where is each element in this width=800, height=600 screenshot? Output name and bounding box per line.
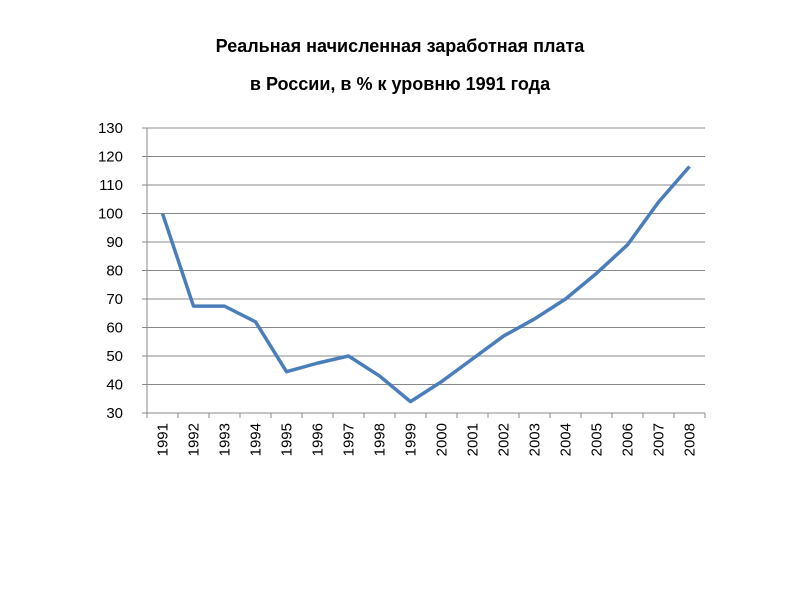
y-tick-label: 40 [106, 377, 123, 394]
y-tick-label: 100 [98, 206, 123, 223]
x-tick-label: 2005 [589, 423, 606, 456]
y-tick-label: 70 [106, 291, 123, 308]
y-tick-label: 120 [98, 149, 123, 166]
x-tick-label: 1995 [279, 423, 296, 456]
x-tick-label: 1996 [310, 423, 327, 456]
x-tick-label: 2000 [434, 423, 451, 456]
x-tick-label: 2004 [558, 423, 575, 456]
y-tick-label: 90 [106, 234, 123, 251]
x-tick-label: 2006 [620, 423, 637, 456]
x-tick-label: 1992 [186, 423, 203, 456]
y-tick-label: 30 [106, 405, 123, 422]
data-line [160, 165, 691, 404]
x-tick-label: 1998 [372, 423, 389, 456]
x-tick-label: 2002 [496, 423, 513, 456]
x-tick-label: 1991 [155, 423, 172, 456]
y-tick-label: 60 [106, 320, 123, 337]
chart-title: в России, в % к уровню 1991 года [250, 74, 551, 94]
x-tick-label: 1997 [341, 423, 358, 456]
y-tick-label: 110 [99, 177, 123, 194]
chart-title: Реальная начисленная заработная плата [216, 36, 586, 56]
x-tick-label: 2007 [651, 423, 668, 456]
y-tick-label: 130 [98, 120, 123, 137]
x-tick-label: 2001 [465, 423, 482, 456]
y-tick-label: 50 [106, 348, 123, 365]
x-tick-label: 2003 [527, 423, 544, 456]
x-tick-label: 1994 [248, 423, 265, 456]
y-tick-label: 80 [106, 263, 123, 280]
x-tick-label: 1993 [217, 423, 234, 456]
x-tick-label: 1999 [403, 423, 420, 456]
x-tick-label: 2008 [682, 423, 699, 456]
